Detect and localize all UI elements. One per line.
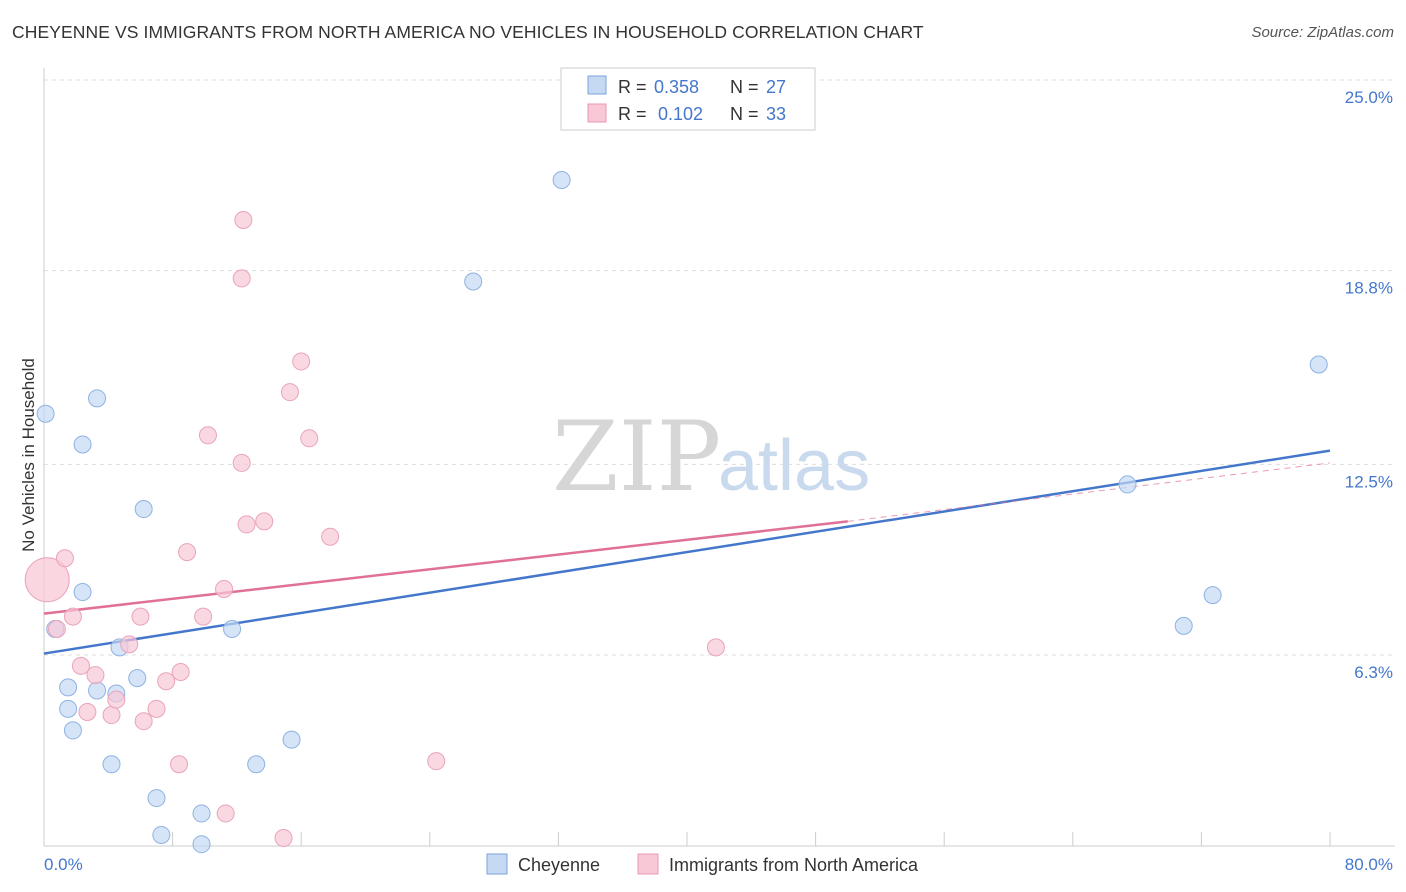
data-point-cheyenne (128, 669, 147, 688)
data-point-immigrants (234, 210, 253, 229)
data-point-immigrants (300, 429, 319, 448)
data-point-cheyenne (36, 404, 55, 423)
legend-swatch-cheyenne (486, 853, 508, 875)
data-point-cheyenne (88, 681, 107, 700)
data-point-immigrants (255, 512, 274, 531)
data-point-immigrants (274, 829, 293, 848)
data-point-immigrants (78, 702, 97, 721)
source-credit: Source: ZipAtlas.com (1251, 24, 1394, 41)
y-axis-label: No Vehicles in Household (19, 358, 38, 552)
data-point-immigrants (147, 699, 166, 718)
legend-n-value-2: 33 (766, 104, 786, 124)
legend-n-label-1: N = (730, 77, 759, 97)
data-point-immigrants (170, 755, 189, 774)
watermark-zip: ZIP (552, 401, 721, 513)
legend-swatch-immigrants (637, 853, 659, 875)
data-point-cheyenne (1309, 355, 1328, 374)
legend-swatch-blue (587, 75, 607, 95)
data-points (24, 171, 1328, 854)
data-point-cheyenne (192, 804, 211, 823)
data-point-immigrants (198, 426, 217, 445)
data-point-cheyenne (223, 619, 242, 638)
data-point-immigrants (232, 269, 251, 288)
data-point-immigrants (63, 607, 82, 626)
data-point-immigrants (194, 607, 213, 626)
data-point-cheyenne (147, 789, 166, 808)
data-point-immigrants (71, 656, 90, 675)
trend-line-0 (43, 449, 1331, 655)
y-tick-labels: 6.3% 12.5% 18.8% 25.0% (1345, 88, 1393, 682)
data-point-immigrants (102, 706, 121, 725)
x-tick-label: 80.0% (1345, 855, 1393, 874)
legend-r-value-2: 0.102 (658, 104, 703, 124)
legend-label-cheyenne: Cheyenne (518, 855, 600, 875)
x-tick-label: 0.0% (44, 855, 83, 874)
data-point-cheyenne (247, 755, 266, 774)
y-tick-label: 25.0% (1345, 88, 1393, 107)
data-point-cheyenne (63, 721, 82, 740)
legend-r-label-1: R = (618, 77, 647, 97)
grid-lines (44, 79, 1395, 656)
chart-title: CHEYENNE VS IMMIGRANTS FROM NORTH AMERIC… (12, 22, 924, 42)
axes (43, 68, 1395, 847)
data-point-immigrants (24, 557, 70, 603)
stats-legend: R = 0.358 N = 27 R = 0.102 N = 33 (560, 67, 816, 131)
data-point-immigrants (237, 515, 256, 534)
y-tick-label: 6.3% (1354, 663, 1393, 682)
data-point-immigrants (171, 663, 190, 681)
data-point-cheyenne (134, 500, 153, 519)
data-point-cheyenne (552, 171, 571, 190)
trend-line-1 (43, 520, 848, 615)
data-point-cheyenne (464, 272, 483, 291)
data-point-immigrants (427, 752, 446, 771)
data-point-immigrants (321, 527, 340, 546)
data-point-immigrants (131, 607, 150, 626)
trend-lines (43, 449, 1331, 655)
y-tick-label: 18.8% (1345, 279, 1393, 298)
data-point-cheyenne (59, 699, 78, 718)
legend-swatch-pink (587, 103, 607, 123)
data-point-cheyenne (73, 435, 92, 454)
data-point-cheyenne (73, 583, 92, 602)
data-point-immigrants (232, 453, 251, 472)
legend-label-immigrants: Immigrants from North America (669, 855, 919, 875)
data-point-immigrants (55, 549, 74, 568)
data-point-cheyenne (1203, 586, 1222, 605)
data-point-cheyenne (282, 730, 301, 749)
legend-r-value-1: 0.358 (654, 77, 699, 97)
data-point-cheyenne (102, 755, 121, 774)
data-point-immigrants (178, 543, 197, 562)
data-point-immigrants (215, 579, 234, 598)
series-legend: Cheyenne Immigrants from North America (486, 853, 919, 875)
data-point-immigrants (107, 690, 126, 709)
data-point-immigrants (706, 638, 725, 657)
data-point-immigrants (292, 352, 311, 371)
y-tick-label: 12.5% (1345, 472, 1393, 491)
data-point-immigrants (134, 712, 153, 731)
data-point-cheyenne (88, 389, 107, 408)
x-tick-labels: 0.0% 80.0% (44, 855, 1393, 874)
legend-r-label-2: R = (618, 104, 647, 124)
data-point-immigrants (86, 666, 105, 685)
data-point-immigrants (157, 672, 176, 691)
data-point-cheyenne (152, 825, 171, 844)
watermark-atlas: atlas (718, 426, 870, 506)
data-point-cheyenne (192, 835, 211, 854)
legend-n-label-2: N = (730, 104, 759, 124)
data-point-immigrants (120, 635, 139, 654)
data-point-immigrants (47, 619, 66, 638)
data-point-cheyenne (59, 678, 78, 697)
trend-extension-1 (847, 462, 1331, 522)
data-point-cheyenne (1174, 616, 1193, 635)
data-point-cheyenne (1118, 475, 1137, 494)
legend-n-value-1: 27 (766, 77, 786, 97)
data-point-immigrants (216, 804, 235, 823)
data-point-immigrants (280, 383, 299, 402)
